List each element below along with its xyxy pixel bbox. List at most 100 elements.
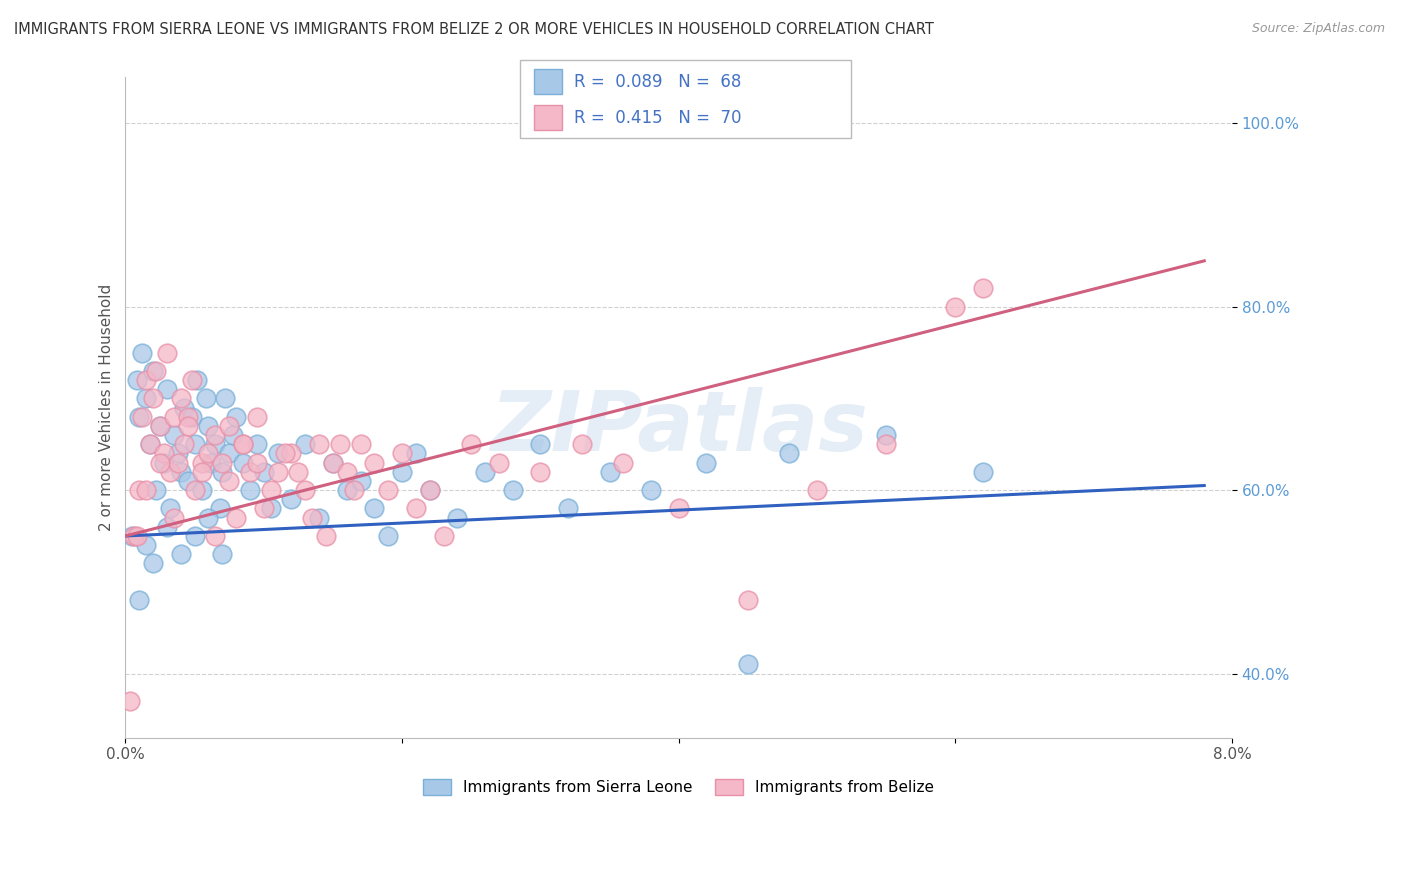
Point — [529, 465, 551, 479]
Point — [612, 456, 634, 470]
Point — [180, 409, 202, 424]
Text: Source: ZipAtlas.com: Source: ZipAtlas.com — [1251, 22, 1385, 36]
Point — [225, 409, 247, 424]
Point — [156, 382, 179, 396]
Point — [668, 501, 690, 516]
Point — [419, 483, 441, 497]
Point — [405, 501, 427, 516]
Point — [391, 446, 413, 460]
Point — [294, 483, 316, 497]
Point — [145, 483, 167, 497]
Point — [232, 437, 254, 451]
Point — [391, 465, 413, 479]
Point — [128, 409, 150, 424]
Point — [156, 520, 179, 534]
Point — [125, 373, 148, 387]
Point — [204, 437, 226, 451]
Point — [222, 428, 245, 442]
Point — [200, 456, 222, 470]
Point — [121, 529, 143, 543]
Point — [211, 456, 233, 470]
Point — [159, 501, 181, 516]
Legend: Immigrants from Sierra Leone, Immigrants from Belize: Immigrants from Sierra Leone, Immigrants… — [416, 772, 942, 803]
Point — [135, 392, 157, 406]
Point — [186, 373, 208, 387]
Point — [349, 474, 371, 488]
Point — [273, 446, 295, 460]
Point — [142, 364, 165, 378]
Point — [488, 456, 510, 470]
Point — [460, 437, 482, 451]
Point — [122, 529, 145, 543]
Point — [301, 510, 323, 524]
Point — [128, 593, 150, 607]
Point — [183, 529, 205, 543]
Point — [139, 437, 162, 451]
Point — [218, 474, 240, 488]
Point — [145, 364, 167, 378]
Point — [167, 456, 190, 470]
Point — [197, 418, 219, 433]
Point — [204, 428, 226, 442]
Point — [363, 501, 385, 516]
Point — [737, 593, 759, 607]
Point — [246, 437, 269, 451]
Point — [183, 437, 205, 451]
Point — [266, 446, 288, 460]
Text: R =  0.415   N =  70: R = 0.415 N = 70 — [574, 109, 741, 127]
Point — [211, 547, 233, 561]
Point — [529, 437, 551, 451]
Point — [343, 483, 366, 497]
Point — [294, 437, 316, 451]
Point — [502, 483, 524, 497]
Point — [125, 529, 148, 543]
Point — [135, 538, 157, 552]
Point — [131, 345, 153, 359]
Point — [943, 300, 966, 314]
Point — [308, 437, 330, 451]
Point — [308, 510, 330, 524]
Point — [204, 529, 226, 543]
Point — [875, 437, 897, 451]
Point — [253, 501, 276, 516]
Point — [806, 483, 828, 497]
Point — [875, 428, 897, 442]
Point — [190, 465, 212, 479]
Point — [177, 418, 200, 433]
Point — [218, 418, 240, 433]
Point — [128, 483, 150, 497]
Point — [778, 446, 800, 460]
Point — [163, 510, 186, 524]
Point — [253, 465, 276, 479]
Point — [118, 694, 141, 708]
Point — [266, 465, 288, 479]
Point — [149, 456, 172, 470]
Point — [260, 483, 283, 497]
Point — [322, 456, 344, 470]
Point — [377, 529, 399, 543]
Point — [131, 409, 153, 424]
Point — [208, 501, 231, 516]
Point — [139, 437, 162, 451]
Point — [173, 437, 195, 451]
Point — [640, 483, 662, 497]
Point — [737, 657, 759, 672]
Point — [571, 437, 593, 451]
Point — [170, 547, 193, 561]
Point — [153, 456, 176, 470]
Point — [474, 465, 496, 479]
Point — [142, 557, 165, 571]
Point — [142, 392, 165, 406]
Point — [163, 428, 186, 442]
Point — [177, 409, 200, 424]
Point — [239, 483, 262, 497]
Point — [599, 465, 621, 479]
Point — [280, 492, 302, 507]
Point — [246, 409, 269, 424]
Point — [329, 437, 352, 451]
Point — [232, 437, 254, 451]
Point — [149, 418, 172, 433]
Point — [173, 401, 195, 415]
Point — [260, 501, 283, 516]
Text: IMMIGRANTS FROM SIERRA LEONE VS IMMIGRANTS FROM BELIZE 2 OR MORE VEHICLES IN HOU: IMMIGRANTS FROM SIERRA LEONE VS IMMIGRAN… — [14, 22, 934, 37]
